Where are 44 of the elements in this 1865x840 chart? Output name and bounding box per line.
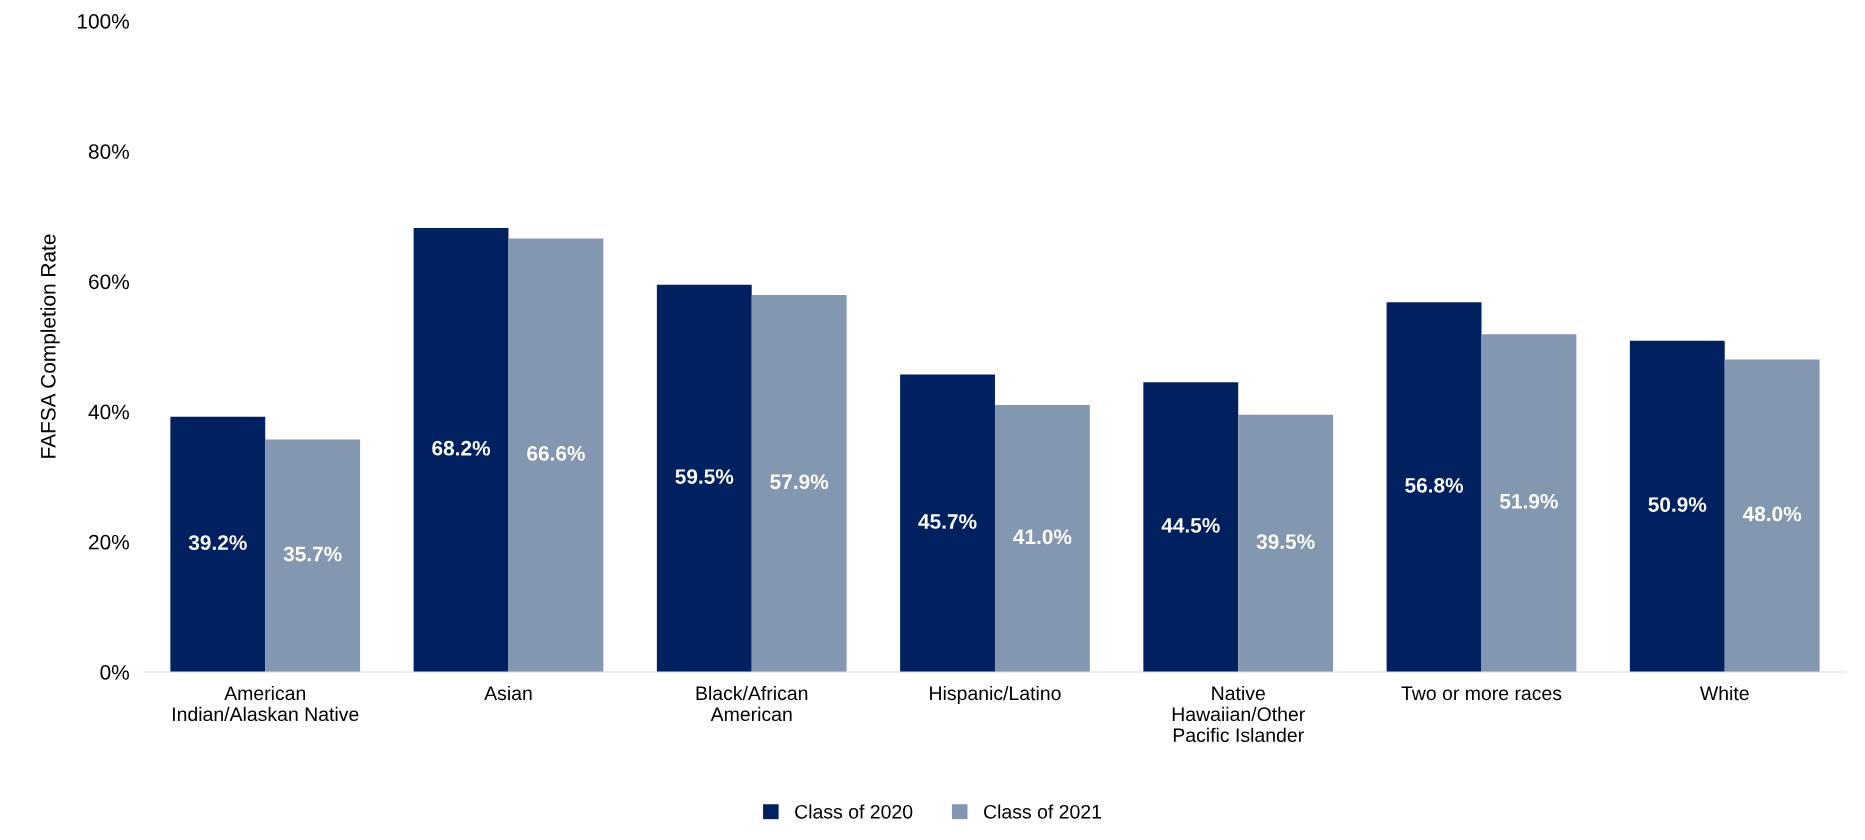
data-label: 41.0% bbox=[1013, 529, 1072, 545]
x-tick-label: Asian bbox=[484, 685, 532, 701]
bar bbox=[1724, 359, 1820, 672]
bar bbox=[170, 416, 266, 672]
data-label: 44.5% bbox=[1161, 518, 1220, 533]
bar bbox=[1238, 414, 1334, 672]
y-tick-label: 20% bbox=[89, 534, 129, 550]
y-tick-label: 60% bbox=[89, 274, 129, 290]
bar bbox=[265, 439, 361, 672]
x-tick-label: Black/African American bbox=[696, 685, 808, 722]
data-label: 57.9% bbox=[770, 474, 829, 490]
y-tick-label: 100% bbox=[78, 14, 129, 29]
bar bbox=[900, 374, 995, 672]
x-tick-label: Hispanic/Latino bbox=[930, 685, 1061, 705]
bar bbox=[656, 284, 752, 672]
bar bbox=[413, 228, 509, 672]
y-tick-label: 80% bbox=[88, 144, 129, 159]
y-tick-label: 0% bbox=[100, 665, 129, 680]
x-tick-label: American Indian/Alaskan Native bbox=[172, 685, 359, 722]
bar bbox=[1143, 382, 1239, 672]
x-tick-label: Two or more races bbox=[1401, 686, 1562, 701]
data-label: 50.9% bbox=[1648, 497, 1707, 512]
x-tick-label: White bbox=[1699, 685, 1749, 701]
legend-label: Class of 2020 bbox=[795, 804, 913, 819]
data-label: 48.0% bbox=[1742, 506, 1802, 522]
data-label: 35.7% bbox=[283, 546, 342, 562]
data-label: 59.5% bbox=[675, 469, 734, 484]
y-axis-title: FAFSA Completion Rate bbox=[40, 234, 60, 458]
bar bbox=[994, 405, 1090, 672]
bar bbox=[751, 295, 847, 672]
data-label: 56.8% bbox=[1405, 477, 1464, 493]
data-label: 51.9% bbox=[1500, 493, 1558, 509]
data-label: 66.6% bbox=[527, 446, 585, 461]
y-tick-label: 40% bbox=[88, 404, 129, 420]
bar bbox=[1386, 302, 1482, 672]
data-label: 39.5% bbox=[1256, 534, 1315, 550]
x-tick-label: Native Hawaiian/Other Pacific Islander bbox=[1172, 685, 1305, 743]
legend-label: Class of 2021 bbox=[984, 804, 1101, 819]
data-label: 45.7% bbox=[918, 514, 977, 529]
bar bbox=[508, 238, 604, 672]
bar bbox=[1481, 334, 1577, 672]
bar bbox=[1629, 340, 1725, 672]
data-label: 68.2% bbox=[432, 440, 491, 456]
data-label: 39.2% bbox=[188, 535, 247, 551]
